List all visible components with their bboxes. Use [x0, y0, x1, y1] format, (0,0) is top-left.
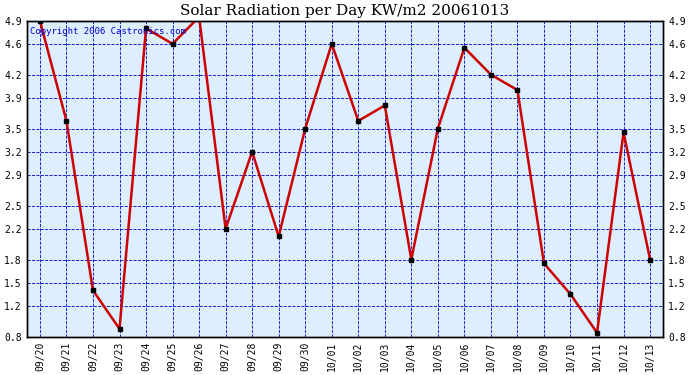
Title: Solar Radiation per Day KW/m2 20061013: Solar Radiation per Day KW/m2 20061013 [180, 4, 510, 18]
Text: Copyright 2006 Castronics.com: Copyright 2006 Castronics.com [30, 27, 186, 36]
